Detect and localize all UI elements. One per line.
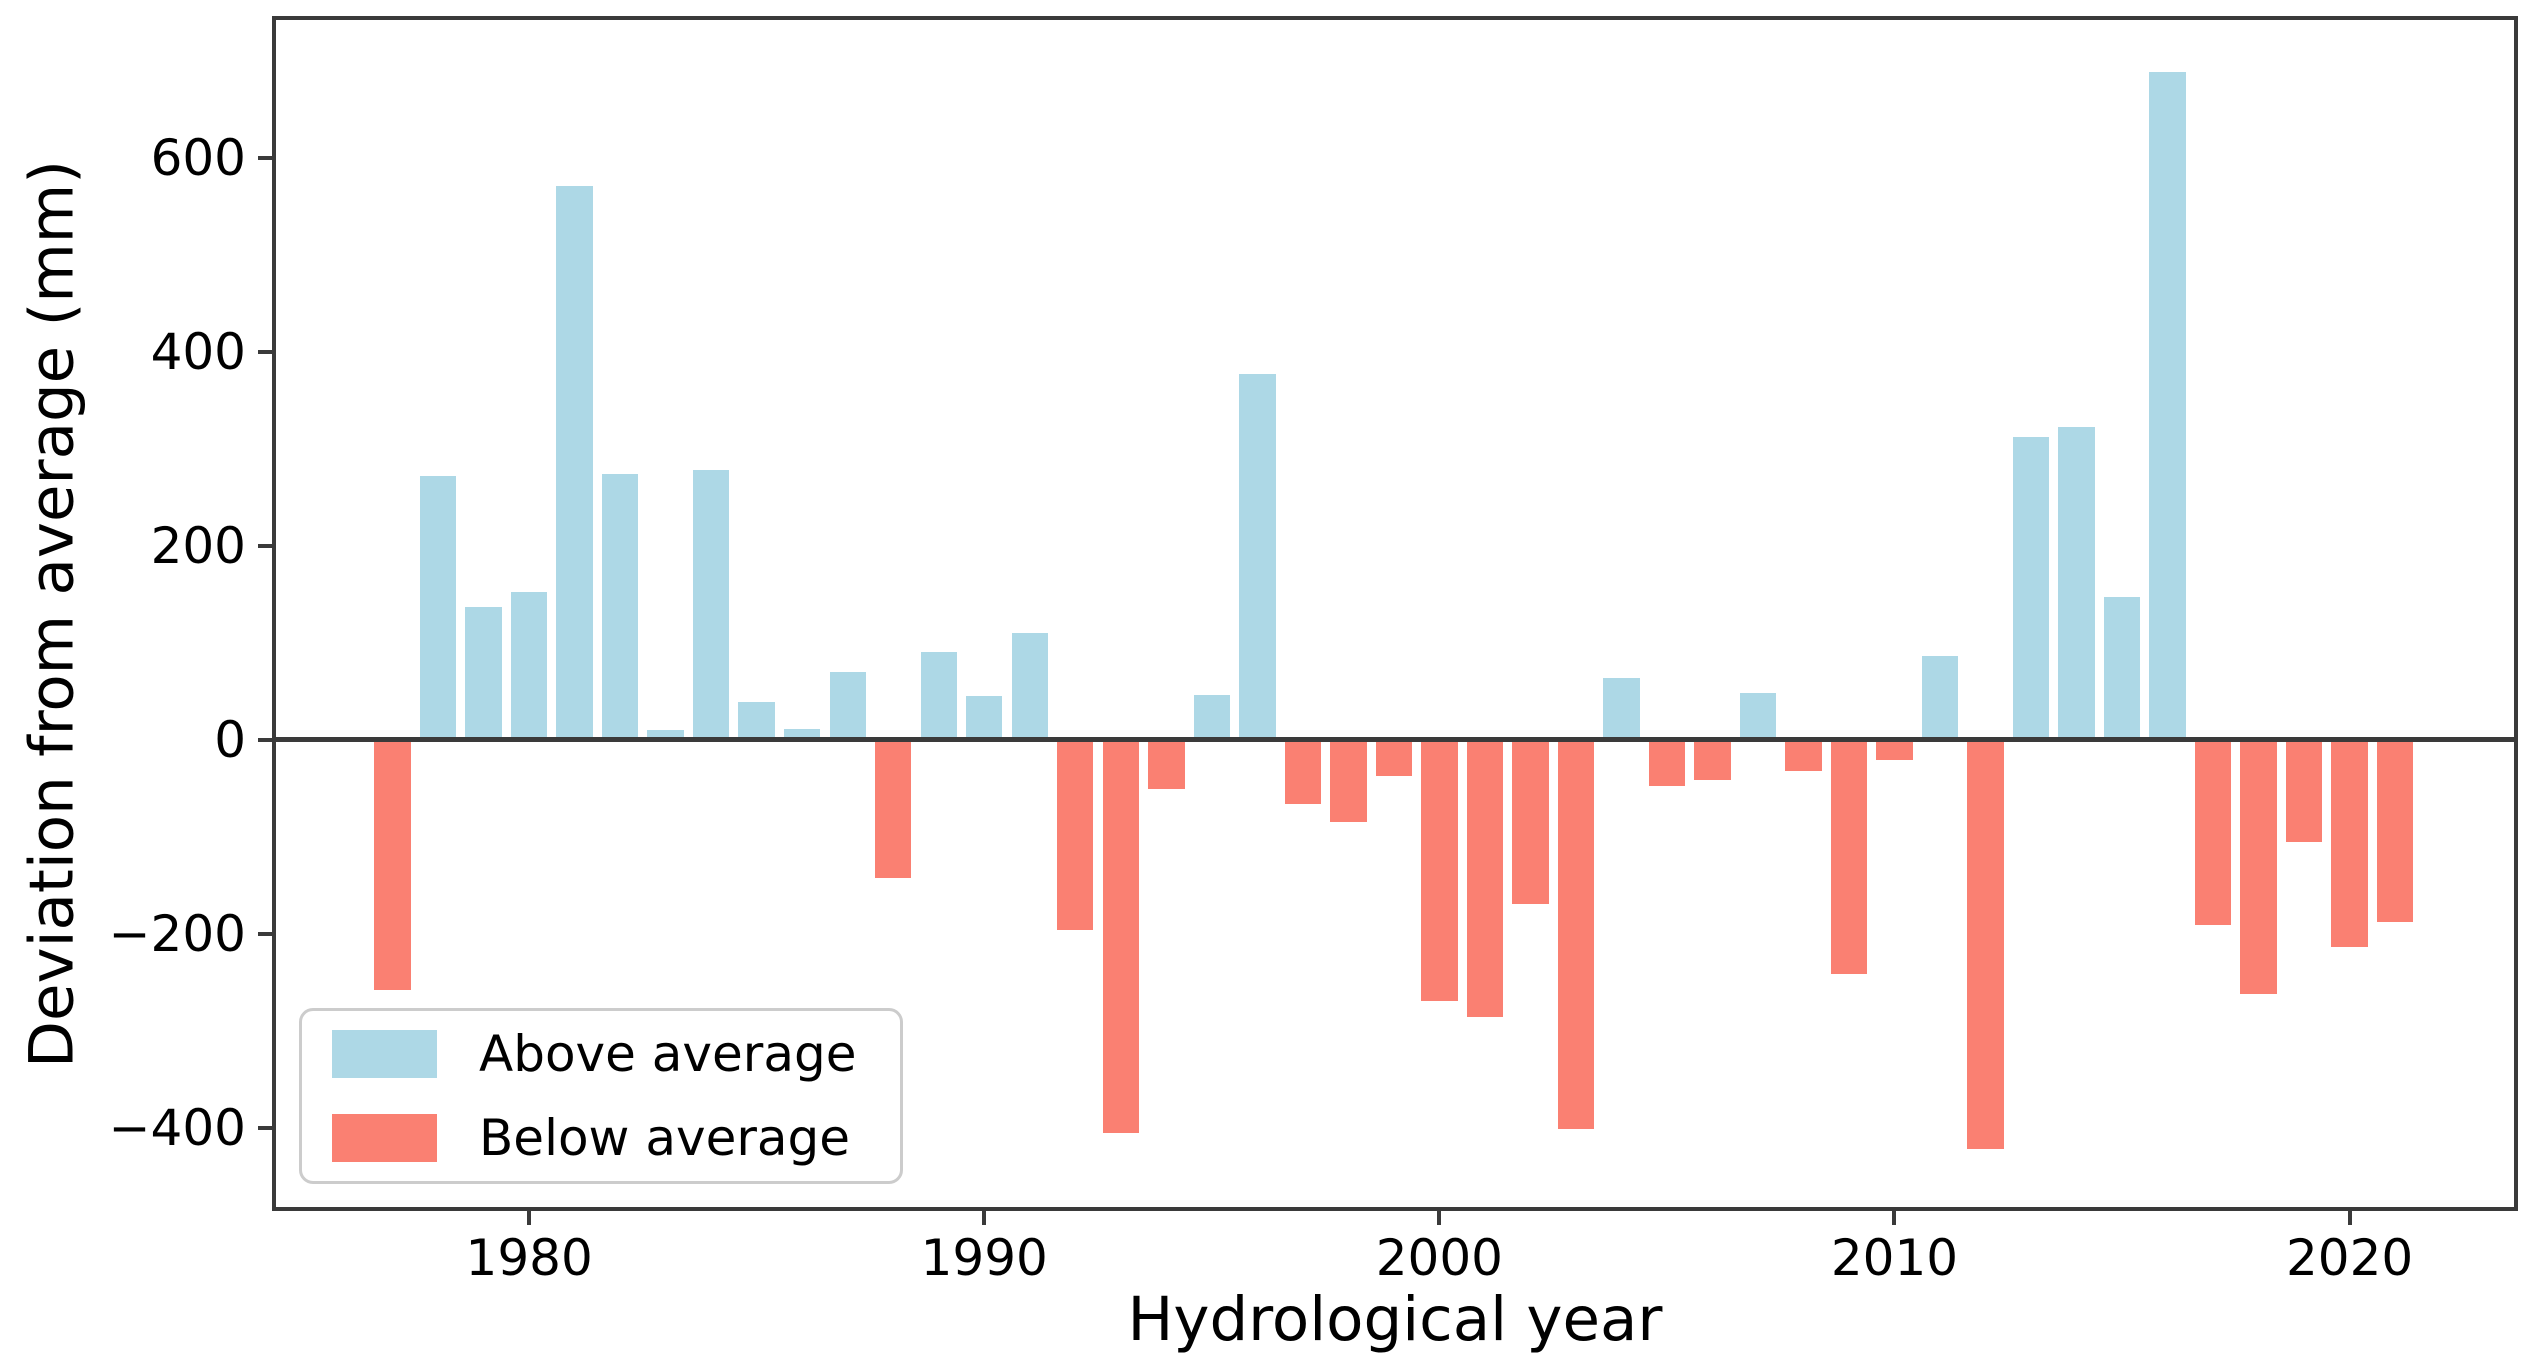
bar-2021 xyxy=(2376,739,2414,922)
bar-2017 xyxy=(2194,739,2232,925)
x-tick-2000 xyxy=(1437,1211,1442,1225)
bar-1978 xyxy=(419,475,457,740)
bar-1996 xyxy=(1239,373,1276,740)
bar-1985 xyxy=(738,701,775,740)
bar-1993 xyxy=(1102,739,1139,1134)
bar-1997 xyxy=(1284,739,1322,804)
x-tick-label-1980: 1980 xyxy=(465,1229,593,1287)
bar-2008 xyxy=(1785,739,1822,771)
y-tick-label--400: −400 xyxy=(108,1098,246,1157)
bar-2018 xyxy=(2240,739,2277,994)
x-tick-label-2000: 2000 xyxy=(1375,1229,1503,1287)
bar-1983 xyxy=(647,729,684,740)
legend-entry-below: Below average xyxy=(332,1109,870,1167)
bar-1984 xyxy=(692,469,730,740)
y-tick--200 xyxy=(258,931,272,936)
x-tick-label-2020: 2020 xyxy=(2285,1229,2414,1287)
y-tick-200 xyxy=(258,543,272,548)
bar-2010 xyxy=(1876,739,1913,760)
plot-area xyxy=(272,16,2518,1211)
legend-swatch-above-average xyxy=(332,1030,437,1078)
bar-1988 xyxy=(875,739,912,879)
bar-1992 xyxy=(1057,739,1094,930)
legend-label-below-average: Below average xyxy=(479,1109,851,1167)
bar-2002 xyxy=(1512,739,1549,905)
bar-2020 xyxy=(2331,739,2368,948)
bar-1987 xyxy=(829,671,866,740)
y-tick-label-600: 600 xyxy=(150,128,246,187)
x-tick-2010 xyxy=(1892,1211,1897,1225)
y-tick-600 xyxy=(258,155,272,160)
bar-2004 xyxy=(1603,678,1640,740)
bar-2013 xyxy=(2012,436,2050,740)
bar-2005 xyxy=(1648,739,1686,787)
y-tick-label-400: 400 xyxy=(150,322,246,381)
x-tick-1980 xyxy=(527,1211,532,1225)
bar-1981 xyxy=(556,185,593,740)
bar-2009 xyxy=(1830,739,1868,975)
y-tick-400 xyxy=(258,349,272,354)
bar-2015 xyxy=(2103,597,2141,740)
bar-1982 xyxy=(601,473,639,740)
bar-2006 xyxy=(1694,739,1731,781)
bar-1980 xyxy=(510,592,548,740)
bar-1994 xyxy=(1148,739,1185,790)
bar-2003 xyxy=(1557,739,1595,1129)
legend-entry-above: Above average xyxy=(332,1025,870,1083)
y-tick--400 xyxy=(258,1125,272,1130)
legend-swatch-below-average xyxy=(332,1114,437,1162)
x-tick-2020 xyxy=(2347,1211,2352,1225)
bar-1999 xyxy=(1375,739,1413,777)
x-axis-label: Hydrological year xyxy=(1127,1284,1663,1355)
y-axis-label: Deviation from average (mm) xyxy=(16,159,88,1068)
bar-2007 xyxy=(1739,693,1777,740)
x-tick-1990 xyxy=(982,1211,987,1225)
bar-2019 xyxy=(2285,739,2323,843)
legend: Above average Below average xyxy=(299,1008,903,1184)
bar-1998 xyxy=(1330,739,1367,823)
bar-1979 xyxy=(465,606,502,740)
bar-2014 xyxy=(2058,427,2095,740)
legend-label-above-average: Above average xyxy=(479,1025,857,1083)
y-tick-label-0: 0 xyxy=(214,710,246,769)
bar-2000 xyxy=(1421,739,1458,1002)
bar-1989 xyxy=(920,652,957,740)
bar-2001 xyxy=(1466,739,1504,1017)
bar-2016 xyxy=(2149,72,2186,740)
y-tick-label-200: 200 xyxy=(150,516,246,575)
bar-1990 xyxy=(966,695,1003,740)
y-tick-0 xyxy=(258,737,272,742)
bar-2012 xyxy=(1967,739,2004,1149)
zero-line xyxy=(272,737,2518,743)
y-tick-label--200: −200 xyxy=(108,904,246,963)
x-tick-label-1990: 1990 xyxy=(920,1229,1048,1287)
bar-1991 xyxy=(1011,632,1048,740)
bar-1977 xyxy=(374,739,411,990)
x-tick-label-2010: 2010 xyxy=(1830,1229,1959,1287)
bar-1995 xyxy=(1193,694,1231,740)
bar-1986 xyxy=(784,728,821,740)
bar-2011 xyxy=(1921,656,1959,740)
